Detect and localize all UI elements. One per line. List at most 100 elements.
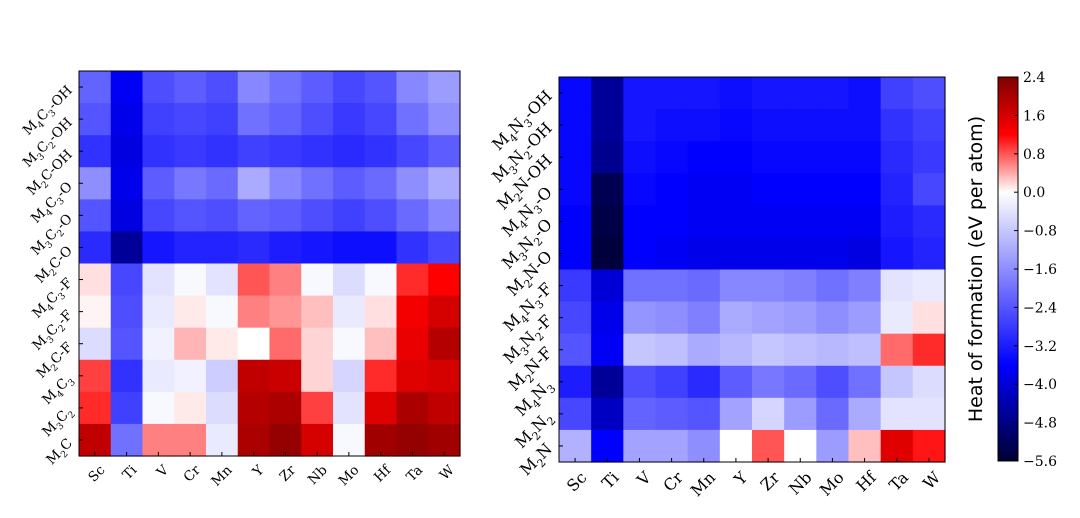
- heatmap-1-cell-M2C-F-Nb: [301, 327, 334, 361]
- heatmap-1-cell-M2C-F-V: [142, 327, 175, 361]
- heatmap-2-cell-M4N3-F-V: [623, 269, 657, 303]
- heatmap-2-cell-M3N2-O-Cr: [655, 205, 689, 239]
- heatmap-2-cell-M3N2-F-Nb: [784, 301, 817, 335]
- heatmap-1-cell-M2C-Mn: [206, 423, 239, 457]
- heatmap-1-cell-M4C3-OH-Zr: [269, 71, 302, 104]
- heatmap-2-cell-M2N-OH-Zr: [752, 141, 785, 174]
- heatmap-2-cell-M3N2-O-Mn: [687, 205, 721, 239]
- heatmap-2-cell-M3N2-OH-Nb: [784, 109, 817, 142]
- heatmap-2-cell-M2N2-Zr: [752, 397, 785, 431]
- heatmap-2-x-tick-label: V: [632, 468, 655, 491]
- heatmap-1-cell-M4C3-F-V: [142, 263, 175, 297]
- heatmap-2-cell-M3N2-OH-Sc: [559, 109, 592, 142]
- heatmap-2-cell-M3N2-F-Ta: [880, 301, 914, 335]
- heatmap-1-cell-M4C3-F-Nb: [301, 263, 334, 297]
- heatmap-2-cell-M2N-F-Y: [719, 333, 753, 367]
- heatmap-2-cell-M3N2-F-Mo: [816, 301, 850, 335]
- heatmap-1-cell-M2C-OH-Hf: [364, 135, 398, 168]
- heatmap-2-cell-M2N2-Mn: [687, 397, 721, 431]
- heatmap-1-cell-M3C2-Sc: [79, 391, 112, 425]
- heatmap-1-cell-M2C-Y: [237, 423, 271, 457]
- heatmap-1-cell-M4C3-OH-V: [142, 71, 175, 104]
- heatmap-2-cell-M2N-V: [623, 429, 657, 463]
- heatmap-1-x-tick-label: Y: [249, 462, 268, 481]
- heatmap-2-cell-M3N2-F-Cr: [655, 301, 689, 335]
- heatmap-1-cell-M3C2-O-Ta: [396, 199, 429, 233]
- heatmap-2-cell-M4N3-O-Mo: [816, 173, 850, 206]
- heatmap-1-cell-M2C-OH-Y: [237, 135, 271, 168]
- heatmap-1-cell-M3C2-OH-V: [142, 103, 175, 136]
- heatmap-2-cell-M4N3-O-Zr: [752, 173, 785, 206]
- heatmap-2-cell-M4N3-OH-Nb: [784, 77, 817, 110]
- heatmap-2-cell-M2N-W: [912, 429, 946, 463]
- heatmap-2-cell-M4N3-O-Nb: [784, 173, 817, 206]
- heatmap-1-cell-M3C2-O-Zr: [269, 199, 302, 233]
- heatmap-1-cell-M3C2-OH-Hf: [364, 103, 398, 136]
- heatmap-2-cell-M4N3-W: [912, 365, 946, 399]
- heatmap-2-cell-M2N-OH-Nb: [784, 141, 817, 174]
- heatmap-1-cell-M4C3-O-Zr: [269, 167, 302, 200]
- heatmap-1-cell-M2C-O-Mo: [333, 231, 366, 265]
- heatmap-1-cell-M3C2-O-Y: [237, 199, 271, 233]
- heatmap-1-cell-M3C2-OH-Ta: [396, 103, 429, 136]
- heatmap-1-x-tick-label: Ti: [119, 462, 140, 483]
- heatmap-2-cell-M3N2-O-V: [623, 205, 657, 239]
- heatmap-2-cell-M2N-OH-V: [623, 141, 657, 174]
- heatmap-1-x-tick-label: W: [437, 462, 458, 483]
- heatmap-2-cell-M4N3-F-Sc: [559, 269, 592, 303]
- heatmap-1-cell-M3C2-Cr: [174, 391, 207, 425]
- heatmap-1-y-tick-label: M4C3: [39, 371, 78, 410]
- heatmap-1-cell-M2C-F-Cr: [174, 327, 207, 361]
- heatmap-2-cell-M3N2-O-Mo: [816, 205, 850, 239]
- heatmap-1-cell-M2C-O-Y: [237, 231, 271, 265]
- heatmap-2-x-tick-label: Ta: [885, 468, 912, 495]
- heatmap-2-cell-M4N3-F-Mo: [816, 269, 850, 303]
- heatmap-2-y-tick-label: M2N-OH: [493, 151, 559, 217]
- heatmap-1-cell-M4C3-F-W: [428, 263, 461, 297]
- heatmap-2-x-tick-label: Sc: [563, 468, 591, 496]
- heatmap-2-cell-M2N-Zr: [752, 429, 785, 463]
- colorbar-tick-label: −3.2: [1023, 339, 1057, 355]
- heatmap-1-cell-M4C3-O-Y: [237, 167, 271, 200]
- heatmap-1-cell-M4C3-O-Ta: [396, 167, 429, 200]
- heatmap-2-cell-M4N3-F-Hf: [848, 269, 882, 303]
- heatmap-2-cell-M2N-OH-Ta: [880, 141, 914, 174]
- heatmap-1-cell-M2C-F-Ta: [396, 327, 429, 361]
- heatmap-1-cell-M3C2-F-Ti: [110, 295, 144, 329]
- heatmap-1-cell-M3C2-OH-W: [428, 103, 461, 136]
- heatmap-2-cell-M2N-Cr: [655, 429, 689, 463]
- heatmap-2-cell-M4N3-F-Ti: [591, 269, 624, 303]
- heatmap-1-x-tick-label: V: [153, 462, 172, 481]
- heatmap-1-cell-M2C-O-Hf: [364, 231, 398, 265]
- heatmap-2-y-tick-label: M4N3-F: [499, 279, 558, 338]
- heatmap-2-cell-M4N3-O-W: [912, 173, 946, 206]
- heatmap-2-cell-M2N-F-W: [912, 333, 946, 367]
- heatmap-2-x-tick-label: Cr: [659, 468, 687, 496]
- heatmap-2-cell-M4N3-Hf: [848, 365, 882, 399]
- heatmap-1-cell-M2C-O-Cr: [174, 231, 207, 265]
- heatmap-1-cell-M2C-OH-Ta: [396, 135, 429, 168]
- heatmap-1-cell-M3C2-F-Mn: [206, 295, 239, 329]
- heatmap-1-cell-M4C3-O-Ti: [110, 167, 144, 200]
- heatmap-2-cell-M4N3-F-Zr: [752, 269, 785, 303]
- heatmap-1-cell-M3C2-O-V: [142, 199, 175, 233]
- heatmap-1-cell-M2C-Mo: [333, 423, 366, 457]
- heatmap-2-cell-M4N3-OH-V: [623, 77, 657, 110]
- heatmap-1-cell-M4C3-OH-Mn: [206, 71, 239, 104]
- heatmap-2-cell-M4N3-Cr: [655, 365, 689, 399]
- heatmap-2-cell-M4N3-O-Sc: [559, 173, 592, 206]
- heatmap-2-cell-M2N-F-Mn: [687, 333, 721, 367]
- colorbar-tick-label: −4.8: [1023, 416, 1057, 432]
- heatmap-2-cell-M2N-O-W: [912, 237, 946, 271]
- heatmap-1-cell-M3C2-F-V: [142, 295, 175, 329]
- colorbar: 2.4 1.6 0.8 0.0 −0.8 −1.6 −2.4 −3.2 −4.0 −4.8 −5.6…: [965, 70, 1057, 470]
- heatmap-2-cell-M3N2-F-Hf: [848, 301, 882, 335]
- heatmap-1-cell-M3C2-OH-Cr: [174, 103, 207, 136]
- heatmap-2-cell-M4N3-Ta: [880, 365, 914, 399]
- heatmap-1-cell-M3C2-W: [428, 391, 461, 425]
- heatmap-1-cell-M2C-O-Nb: [301, 231, 334, 265]
- heatmap-2-cell-M2N-F-Cr: [655, 333, 689, 367]
- heatmap-1-cell-M3C2-F-Zr: [269, 295, 302, 329]
- heatmap-2-cell-M2N2-Y: [719, 397, 753, 431]
- heatmap-1-cell-M3C2-Mn: [206, 391, 239, 425]
